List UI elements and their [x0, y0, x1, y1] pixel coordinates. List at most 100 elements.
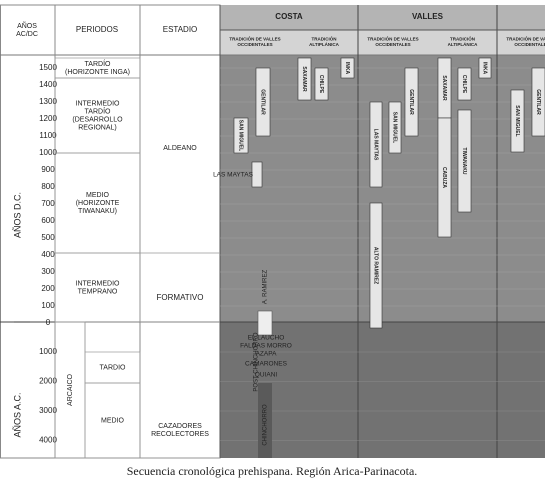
year-label: 100 — [41, 301, 55, 310]
period-label: INTERMEDIO — [76, 100, 121, 107]
period-bar — [457, 109, 472, 213]
header-stage: ESTADIO — [163, 25, 198, 34]
year-label: 1300 — [39, 97, 57, 106]
year-label: 300 — [41, 267, 55, 276]
axis-label-ac: AÑOS A.C. — [12, 392, 22, 437]
period-bar — [437, 117, 452, 238]
bar-label: GENTILAR — [535, 89, 541, 115]
period-label: TARDIO — [100, 364, 126, 371]
period-bar — [233, 117, 249, 154]
site-label: EL LAUCHO — [248, 335, 285, 342]
axis-label-dc: AÑOS D.C. — [12, 192, 22, 238]
tradition-label: OCCIDENTALES — [514, 42, 545, 47]
period-bar — [457, 67, 472, 101]
tradition-label: ALTIPLÁNICA — [309, 41, 339, 47]
year-label: 1200 — [39, 114, 57, 123]
bar-label: TIWANAKU — [461, 148, 467, 175]
chinchorro-bar — [258, 383, 272, 458]
period-bar — [388, 101, 402, 154]
period-bar — [369, 101, 383, 188]
tradition-label: TRADICIÓN — [312, 34, 337, 41]
ramirez-box — [257, 310, 273, 336]
header-years: AÑOS — [17, 21, 37, 30]
year-label: 2000 — [39, 377, 57, 386]
bar-label: INKA — [344, 62, 350, 75]
bar-label: GENTILAR — [408, 89, 414, 115]
year-label: 1500 — [39, 63, 57, 72]
period-label: (HORIZONTE — [76, 200, 120, 207]
year-label: 1400 — [39, 80, 57, 89]
period-bar — [255, 67, 271, 137]
tradition-label: TRADICIÓN — [450, 34, 475, 41]
gray-area-bc — [220, 322, 545, 458]
period-label: REGIONAL) — [78, 124, 117, 131]
bar-label: ALTO RAMIREZ — [373, 247, 379, 284]
period-bar — [404, 67, 419, 137]
period-label: TARDÍO — [85, 59, 111, 68]
stage-label: FORMATIVO — [157, 293, 204, 302]
tradition-label: OCCIDENTALES — [237, 42, 272, 47]
year-label: 900 — [41, 165, 55, 174]
tradition-label: TRADICIÓN DE VALLES — [367, 34, 418, 41]
period-label: INTERMEDIO — [76, 280, 121, 287]
site-label: CAMARONES — [245, 361, 288, 368]
year-label: 500 — [41, 233, 55, 242]
year-label: 600 — [41, 216, 55, 225]
bar-label: INKA — [482, 62, 488, 75]
period-bar — [340, 57, 355, 79]
bar-label: CABUZA — [441, 167, 447, 188]
bar-label: SAXAMAR — [441, 75, 447, 101]
vertical-label: POST CHINCHORRO — [254, 332, 260, 392]
las-maytas-bar — [251, 161, 263, 188]
period-bar — [478, 57, 492, 79]
header-periods: PERIODOS — [76, 25, 118, 34]
tradition-label: TRADICIÓN DE VALLES — [506, 34, 545, 41]
year-label: 1100 — [39, 131, 57, 140]
period-label: MEDIO — [101, 417, 125, 424]
year-label: 800 — [41, 182, 55, 191]
site-label: FALDAS MORRO — [240, 343, 292, 350]
period-cell — [54, 252, 141, 323]
period-bar — [369, 202, 383, 329]
period-label: MEDIO — [86, 192, 110, 199]
vertical-label: CHINCHORRO — [263, 404, 269, 446]
year-label: 700 — [41, 199, 55, 208]
header-years: AC/DC — [16, 31, 38, 38]
tradition-header-bg — [220, 30, 545, 55]
stage-label: ALDEANO — [163, 145, 197, 152]
period-label: (HORIZONTE INGA) — [65, 69, 130, 76]
region-name: COSTA — [275, 12, 303, 21]
bar-label: SAXAMAR — [301, 66, 307, 92]
period-cell — [84, 382, 141, 459]
bar-label: SAN MIGUEL — [392, 112, 398, 143]
year-label: 0 — [46, 318, 51, 327]
site-label: AZAPA — [256, 351, 277, 358]
site-label: QUIANI — [255, 372, 278, 379]
stage-label: RECOLECTORES — [151, 431, 209, 438]
year-label: 1000 — [39, 148, 57, 157]
period-label: ARCAICO — [67, 374, 74, 406]
region-name: VALLES — [412, 12, 444, 21]
year-label: 400 — [41, 250, 55, 259]
bar-label: SAN MIGUEL — [514, 105, 520, 136]
period-label: (DESARROLLO — [72, 116, 123, 123]
tradition-label: OCCIDENTALES — [375, 42, 410, 47]
year-label: 1000 — [39, 347, 57, 356]
stage-label: CAZADORES — [158, 423, 202, 430]
year-label: 4000 — [39, 436, 57, 445]
tradition-label: ALTIPLÁNICA — [448, 41, 478, 47]
period-label: TIWANAKU) — [78, 208, 117, 215]
period-label: TARDÍO — [85, 106, 111, 115]
tradition-label: TRADICIÓN DE VALLES — [229, 34, 280, 41]
caption: Secuencia cronológica prehispana. Región… — [127, 464, 418, 478]
period-bar — [531, 67, 545, 137]
bar-label: CHILPE — [461, 75, 467, 94]
period-bar — [297, 57, 312, 101]
year-label: 200 — [41, 284, 55, 293]
vertical-label: A. RAMIREZ — [263, 270, 269, 305]
period-bar — [314, 67, 329, 101]
bar-label: GENTILAR — [260, 89, 266, 115]
site-label: LAS MAYTAS — [213, 172, 254, 179]
